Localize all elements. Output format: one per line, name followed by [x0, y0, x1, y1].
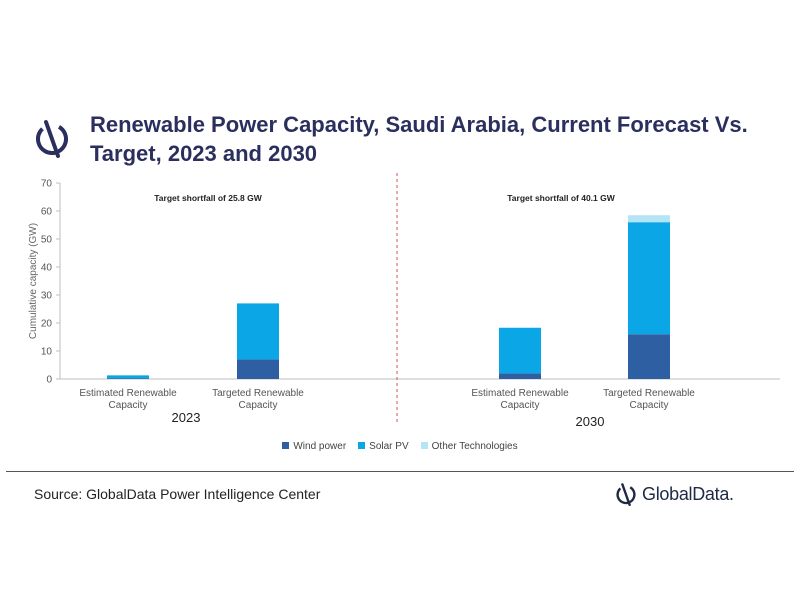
legend-item: Other Technologies [420, 441, 518, 452]
source-note: Source: GlobalData Power Intelligence Ce… [34, 486, 321, 502]
bar-wind-power [628, 334, 670, 379]
divider [6, 471, 794, 472]
globaldata-logo-icon [36, 120, 68, 158]
legend-label: Wind power [293, 441, 347, 452]
legend-item: Solar PV [358, 441, 409, 452]
y-axis-label: Cumulative capacity (GW) [28, 223, 39, 339]
legend-swatch [358, 442, 366, 449]
bar-other-technologies [628, 215, 670, 223]
group-label: 2030 [576, 414, 605, 429]
legend-label: Other Technologies [431, 441, 518, 452]
y-tick-label: 70 [41, 179, 53, 190]
brand-name: GlobalData. [642, 484, 734, 504]
globaldata-brand-icon [616, 483, 636, 506]
header: Renewable Power Capacity, Saudi Arabia, … [30, 110, 770, 170]
shortfall-annotation: Target shortfall of 40.1 GW [507, 193, 616, 203]
shortfall-annotation: Target shortfall of 25.8 GW [154, 193, 263, 203]
x-category-label: Targeted Renewable Capacity [212, 388, 304, 411]
y-tick-label: 50 [41, 235, 53, 246]
y-tick-label: 10 [41, 347, 53, 358]
y-tick-label: 60 [41, 207, 53, 218]
chart-legend: Wind power Solar PV Other Technologies [0, 441, 800, 452]
bar-solar-pv [628, 222, 670, 335]
y-tick-label: 30 [41, 291, 53, 302]
legend-swatch [420, 442, 428, 449]
group-label: 2023 [172, 410, 201, 425]
bar-wind-power [237, 359, 279, 379]
chart-title: Renewable Power Capacity, Saudi Arabia, … [90, 112, 748, 166]
y-tick-label: 0 [46, 375, 52, 386]
legend-swatch [282, 442, 290, 449]
legend-label: Solar PV [369, 441, 409, 452]
x-category-label: Estimated Renewable Capacity [471, 388, 569, 411]
y-tick-label: 40 [41, 263, 53, 274]
bar-wind-power [499, 373, 541, 379]
bar-solar-pv [237, 303, 279, 360]
bar-wind-power [107, 378, 149, 379]
y-tick-label: 20 [41, 319, 53, 330]
legend-item: Wind power [282, 441, 346, 452]
bar-solar-pv [107, 375, 149, 379]
x-category-label: Estimated Renewable Capacity [79, 388, 177, 411]
x-category-label: Targeted Renewable Capacity [603, 388, 695, 411]
bar-solar-pv [499, 327, 541, 374]
globaldata-brand: GlobalData. [614, 482, 764, 508]
